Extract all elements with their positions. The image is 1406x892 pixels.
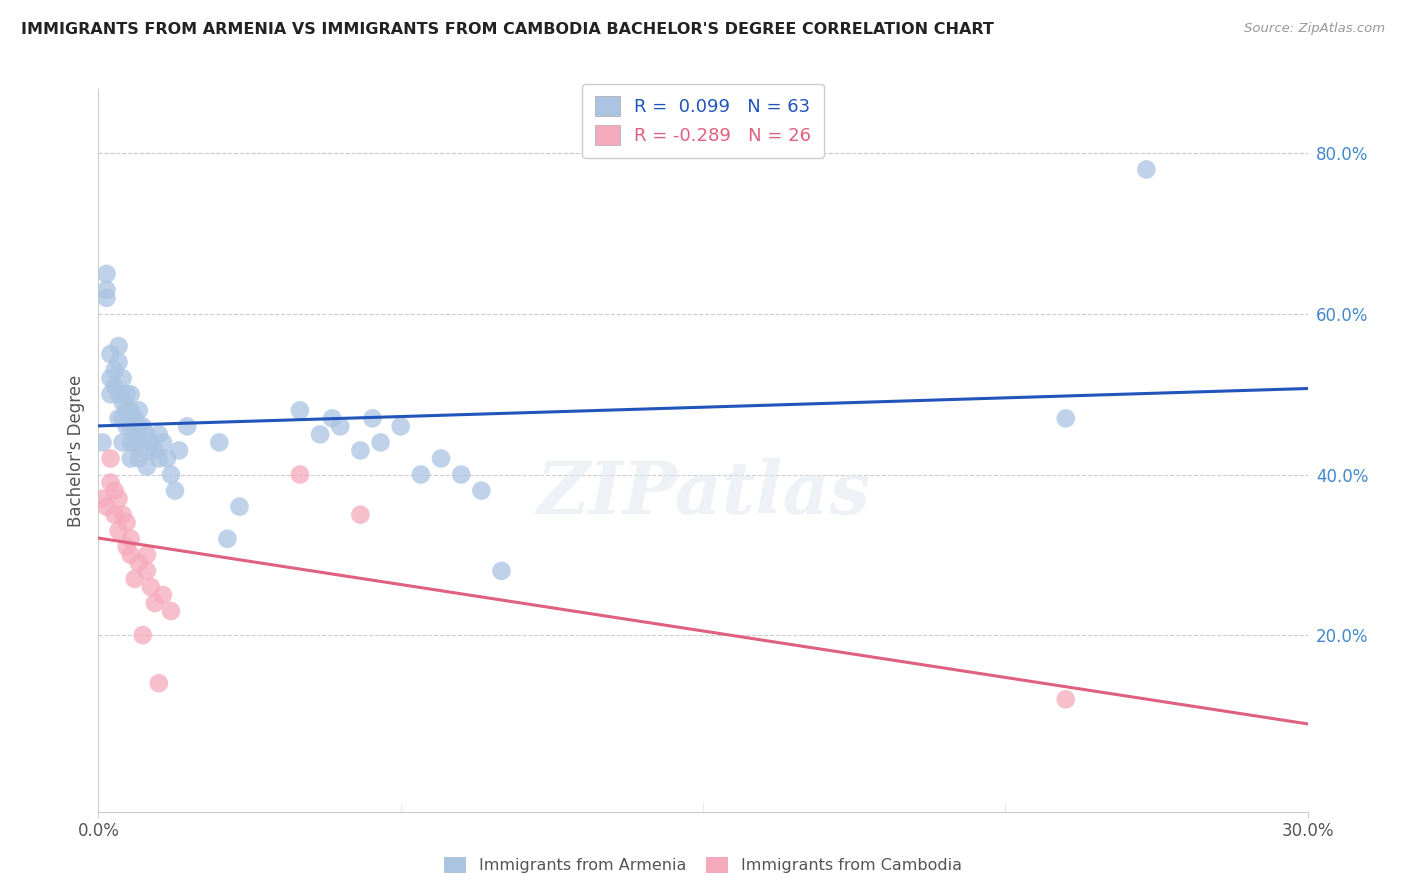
Point xyxy=(124,411,146,425)
Point xyxy=(132,419,155,434)
Point xyxy=(349,443,371,458)
Point xyxy=(217,532,239,546)
Point xyxy=(167,443,190,458)
Point xyxy=(1054,411,1077,425)
Point xyxy=(361,411,384,425)
Point xyxy=(120,451,142,466)
Point xyxy=(139,580,162,594)
Point xyxy=(111,435,134,450)
Point xyxy=(143,443,166,458)
Point xyxy=(288,467,311,482)
Point xyxy=(100,371,122,385)
Point xyxy=(128,451,150,466)
Point xyxy=(120,548,142,562)
Point xyxy=(370,435,392,450)
Point xyxy=(120,387,142,401)
Point xyxy=(103,363,125,377)
Point xyxy=(148,451,170,466)
Point xyxy=(163,483,186,498)
Y-axis label: Bachelor's Degree: Bachelor's Degree xyxy=(66,375,84,526)
Point xyxy=(156,451,179,466)
Point xyxy=(91,435,114,450)
Point xyxy=(409,467,432,482)
Point xyxy=(208,435,231,450)
Point xyxy=(349,508,371,522)
Text: Source: ZipAtlas.com: Source: ZipAtlas.com xyxy=(1244,22,1385,36)
Point xyxy=(135,459,157,474)
Point xyxy=(135,564,157,578)
Point xyxy=(107,411,129,425)
Point xyxy=(111,411,134,425)
Point xyxy=(107,524,129,538)
Point xyxy=(128,403,150,417)
Point xyxy=(120,435,142,450)
Point xyxy=(148,427,170,442)
Point xyxy=(132,628,155,642)
Point xyxy=(107,339,129,353)
Point xyxy=(1135,162,1157,177)
Point xyxy=(103,379,125,393)
Point xyxy=(148,676,170,690)
Point xyxy=(288,403,311,417)
Point xyxy=(470,483,492,498)
Point xyxy=(96,267,118,281)
Point xyxy=(115,403,138,417)
Point xyxy=(450,467,472,482)
Point xyxy=(100,451,122,466)
Point xyxy=(329,419,352,434)
Point xyxy=(139,435,162,450)
Point xyxy=(135,548,157,562)
Legend: R =  0.099   N = 63, R = -0.289   N = 26: R = 0.099 N = 63, R = -0.289 N = 26 xyxy=(582,84,824,158)
Point xyxy=(120,532,142,546)
Point xyxy=(228,500,250,514)
Point xyxy=(491,564,513,578)
Point xyxy=(100,475,122,490)
Point xyxy=(152,435,174,450)
Point xyxy=(152,588,174,602)
Point xyxy=(309,427,332,442)
Point xyxy=(135,443,157,458)
Point xyxy=(111,508,134,522)
Point xyxy=(107,491,129,506)
Text: IMMIGRANTS FROM ARMENIA VS IMMIGRANTS FROM CAMBODIA BACHELOR'S DEGREE CORRELATIO: IMMIGRANTS FROM ARMENIA VS IMMIGRANTS FR… xyxy=(21,22,994,37)
Point xyxy=(100,387,122,401)
Point xyxy=(100,347,122,361)
Point xyxy=(321,411,343,425)
Point xyxy=(96,500,118,514)
Point xyxy=(91,491,114,506)
Point xyxy=(160,604,183,618)
Point xyxy=(111,371,134,385)
Point xyxy=(115,516,138,530)
Point xyxy=(111,395,134,409)
Point xyxy=(103,483,125,498)
Point xyxy=(124,572,146,586)
Point xyxy=(430,451,453,466)
Point xyxy=(124,435,146,450)
Point xyxy=(120,419,142,434)
Point xyxy=(128,556,150,570)
Point xyxy=(107,387,129,401)
Legend: Immigrants from Armenia, Immigrants from Cambodia: Immigrants from Armenia, Immigrants from… xyxy=(437,850,969,880)
Point xyxy=(120,403,142,417)
Point xyxy=(128,419,150,434)
Point xyxy=(96,283,118,297)
Point xyxy=(160,467,183,482)
Point xyxy=(389,419,412,434)
Point xyxy=(107,355,129,369)
Point xyxy=(115,540,138,554)
Point xyxy=(115,419,138,434)
Point xyxy=(96,291,118,305)
Point xyxy=(143,596,166,610)
Point xyxy=(1054,692,1077,706)
Point xyxy=(176,419,198,434)
Point xyxy=(135,427,157,442)
Text: ZIPatlas: ZIPatlas xyxy=(536,458,870,529)
Point xyxy=(115,387,138,401)
Point xyxy=(128,435,150,450)
Point xyxy=(103,508,125,522)
